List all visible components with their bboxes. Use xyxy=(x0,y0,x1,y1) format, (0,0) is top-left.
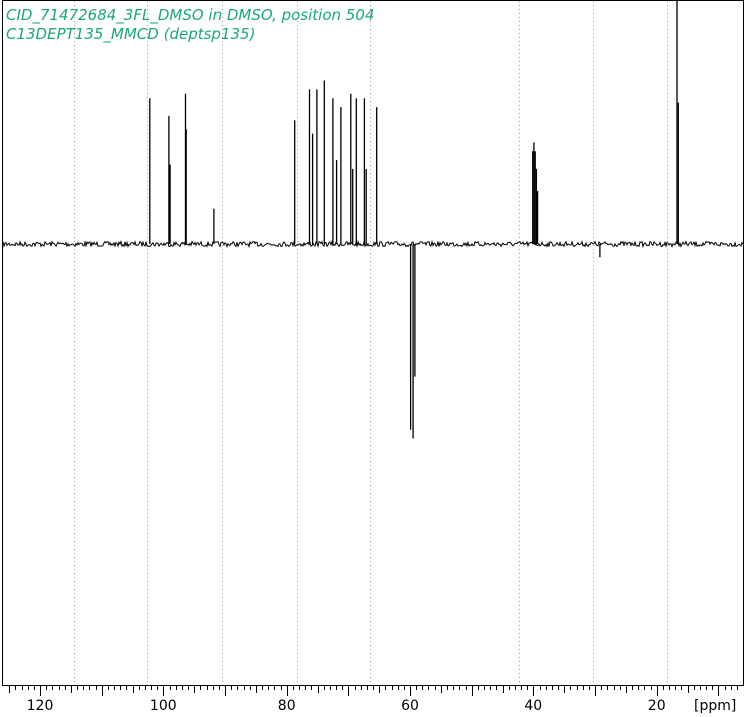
x-tick-label: 120 xyxy=(27,698,54,714)
x-tick-label: 20 xyxy=(648,698,666,714)
spectrum-peaks xyxy=(149,0,679,439)
spectrum-title: CID_71472684_3FL_DMSO in DMSO, position … xyxy=(6,6,375,24)
plot-frame xyxy=(2,0,744,686)
spectrum-baseline xyxy=(2,239,744,249)
x-tick-label: 40 xyxy=(524,698,542,714)
x-tick-label: 100 xyxy=(150,698,177,714)
x-tick-label: 60 xyxy=(401,698,419,714)
x-axis-ticks xyxy=(9,686,738,696)
gridlines xyxy=(74,1,668,686)
x-axis-label: [ppm] xyxy=(694,698,736,714)
x-axis-tick-labels: 120 100 80 60 40 20 xyxy=(27,698,666,714)
x-tick-label: 80 xyxy=(278,698,296,714)
spectrum-subtitle: C13DEPT135_MMCD (deptsp135) xyxy=(6,25,256,43)
